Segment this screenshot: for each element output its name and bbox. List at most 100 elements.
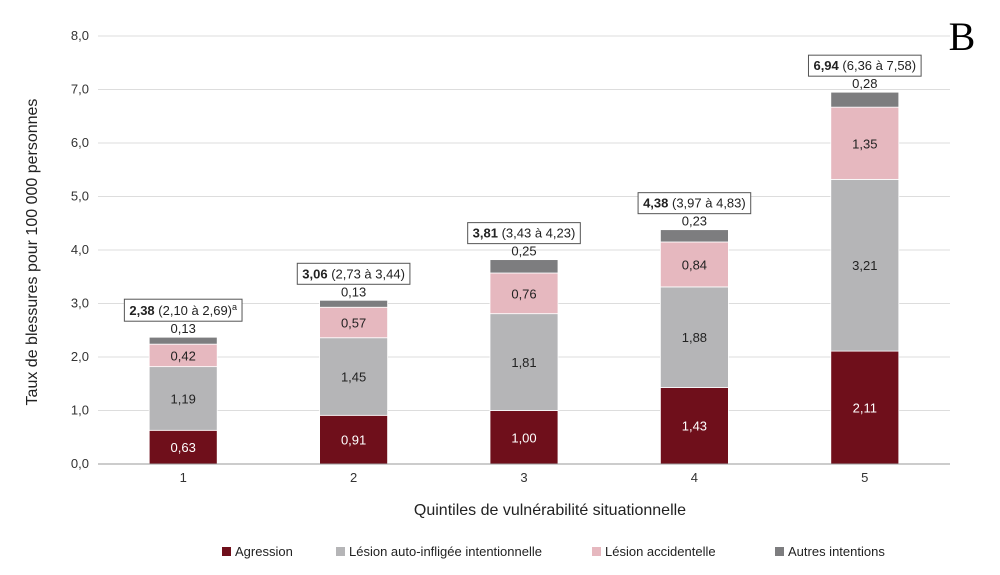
x-tick-label: 1 <box>180 470 187 485</box>
total-ci: (2,10 à 2,69) <box>155 303 232 318</box>
total-box <box>296 262 411 285</box>
y-axis-ticks: 0,0 1,0 2,0 3,0 4,0 5,0 6,0 7,0 8,0 <box>71 28 89 471</box>
total-rate: 6,94 <box>813 58 839 73</box>
data-label: 0,57 <box>341 315 366 330</box>
data-label: 0,13 <box>171 321 196 336</box>
data-label: 1,81 <box>511 355 536 370</box>
legend-swatch <box>222 547 231 556</box>
total-ci: (6,36 à 7,58) <box>839 58 916 73</box>
total-rate: 3,06 <box>302 266 327 281</box>
total-label-5: 6,94 (6,36 à 7,58) <box>807 54 922 77</box>
data-label: 0,13 <box>341 284 366 299</box>
total-labels: 2,38 (2,10 à 2,69)a 3,06 (2,73 à 3,44) 3,8… <box>123 54 922 322</box>
total-label-1: 2,38 (2,10 à 2,69)a <box>123 298 243 322</box>
bar-segment-agression <box>148 429 218 465</box>
y-tick-label: 2,0 <box>71 349 89 364</box>
total-value: 3,06 (2,73 à 3,44) <box>302 266 405 281</box>
bar-segment-agression <box>660 387 729 465</box>
total-box <box>123 298 243 322</box>
legend-item-agression: Agression <box>222 544 293 559</box>
total-label-3: 3,81 (3,43 à 4,23) <box>467 222 581 245</box>
y-tick-label: 1,0 <box>71 403 89 418</box>
y-tick-label: 7,0 <box>71 82 89 97</box>
y-tick-label: 3,0 <box>71 296 89 311</box>
legend: Agression Lésion auto-infligée intentionn… <box>222 544 885 559</box>
total-ci: (3,97 à 4,83) <box>668 196 745 211</box>
bar-segment-autres <box>319 299 389 308</box>
data-label: 0,23 <box>682 214 707 229</box>
legend-swatch <box>775 547 784 556</box>
x-tick-label: 2 <box>350 470 357 485</box>
data-label: 0,76 <box>511 286 536 301</box>
total-box <box>637 192 752 215</box>
y-axis-title: Taux de blessures pour 100 000 personnes <box>24 99 41 406</box>
bar-segment-auto <box>319 337 389 416</box>
legend-label: Lésion accidentelle <box>605 544 716 559</box>
data-label: 1,00 <box>511 430 536 445</box>
legend-item-accident: Lésion accidentelle <box>592 544 716 559</box>
data-label: 0,42 <box>171 348 196 363</box>
total-label-2: 3,06 (2,73 à 3,44) <box>296 262 411 285</box>
total-rate: 4,38 <box>643 196 668 211</box>
bars: 0,63 1,19 0,42 0,13 0,91 1,45 0,57 0,13 1,00 1,81… <box>148 76 900 465</box>
data-label: 1,19 <box>171 391 196 406</box>
total-value: 2,38 (2,10 à 2,69)a <box>129 302 237 318</box>
bar-segment-autres <box>148 336 218 345</box>
x-axis-ticks: 1 2 3 4 5 <box>180 470 869 485</box>
total-box <box>807 54 922 77</box>
data-label: 0,91 <box>341 433 366 448</box>
bar-stack-2: 0,91 1,45 0,57 0,13 <box>319 284 389 465</box>
bar-segment-auto <box>830 178 900 352</box>
y-tick-label: 0,0 <box>71 456 89 471</box>
y-tick-label: 6,0 <box>71 135 89 150</box>
data-label: 3,21 <box>852 258 877 273</box>
data-label: 1,35 <box>852 136 877 151</box>
data-label: 0,28 <box>852 76 877 91</box>
data-label: 2,11 <box>853 401 877 416</box>
legend-item-autres: Autres intentions <box>775 544 885 559</box>
footnote-marker: a <box>232 302 237 312</box>
data-label: 0,25 <box>511 244 536 259</box>
total-value: 4,38 (3,97 à 4,83) <box>643 196 746 211</box>
bar-segment-autres <box>830 91 900 108</box>
total-value: 6,94 (6,36 à 7,58) <box>813 58 916 73</box>
bar-stack-3: 1,00 1,81 0,76 0,25 <box>489 244 559 465</box>
bar-stack-5: 2,11 3,21 1,35 0,28 <box>830 76 900 465</box>
bar-segment-auto <box>660 286 729 388</box>
bar-segment-agression <box>830 350 900 465</box>
y-tick-label: 8,0 <box>71 28 89 43</box>
bar-segment-auto <box>489 313 559 411</box>
y-tick-label: 4,0 <box>71 242 89 257</box>
bar-segment-accident <box>660 241 729 288</box>
total-rate: 3,81 <box>473 226 498 241</box>
y-tick-label: 5,0 <box>71 189 89 204</box>
bar-segment-auto <box>148 366 218 431</box>
data-label: 0,84 <box>682 257 707 272</box>
total-ci: (3,43 à 4,23) <box>498 226 575 241</box>
panel-letter: B <box>949 14 976 59</box>
data-label: 1,45 <box>341 370 366 385</box>
total-rate: 2,38 <box>129 303 154 318</box>
legend-label: Autres intentions <box>788 544 885 559</box>
total-ci: (2,73 à 3,44) <box>328 266 405 281</box>
bar-segment-agression <box>319 414 389 465</box>
x-tick-label: 4 <box>691 470 698 485</box>
bar-segment-accident <box>319 306 389 339</box>
bar-segment-autres <box>660 229 729 243</box>
legend-swatch <box>336 547 345 556</box>
total-box <box>467 222 581 245</box>
total-label-4: 4,38 (3,97 à 4,83) <box>637 192 752 215</box>
x-tick-label: 5 <box>861 470 868 485</box>
bar-stack-4: 1,43 1,88 0,84 0,23 <box>660 214 729 465</box>
bar-segment-autres <box>489 259 559 274</box>
legend-swatch <box>592 547 601 556</box>
data-label: 1,43 <box>682 419 707 434</box>
bar-segment-accident <box>489 272 559 315</box>
legend-label: Lésion auto-infligée intentionnelle <box>349 544 542 559</box>
total-value: 3,81 (3,43 à 4,23) <box>473 226 576 241</box>
data-label: 1,88 <box>682 330 707 345</box>
x-tick-label: 3 <box>520 470 527 485</box>
bar-stack-1: 0,63 1,19 0,42 0,13 <box>148 321 218 465</box>
x-axis-title: Quintiles de vulnérabilité situationnell… <box>414 502 686 519</box>
